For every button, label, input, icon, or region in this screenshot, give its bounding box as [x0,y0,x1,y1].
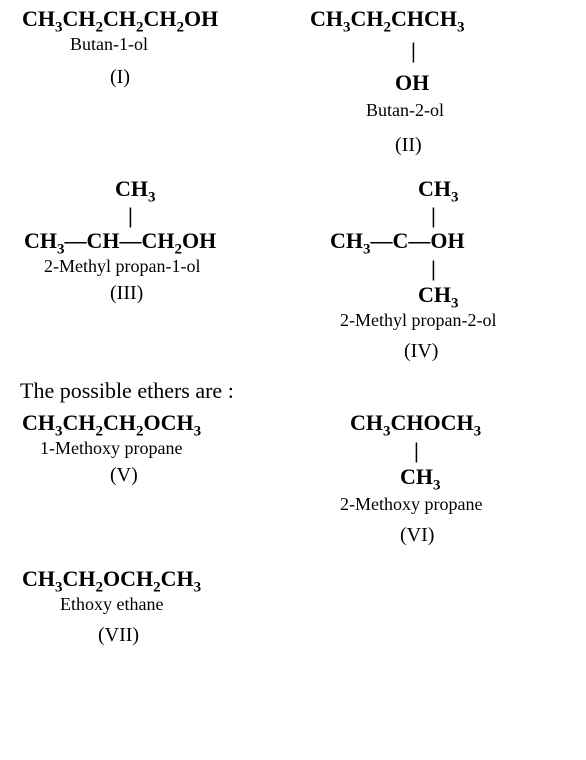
compound-4-top: CH3 [418,176,459,206]
compound-4-mid: CH3—C—OH [330,228,465,258]
compound-6-numeral: (VI) [400,524,434,547]
compound-5-numeral: (V) [110,464,138,487]
compound-7-formula: CH3CH2OCH2CH3 [22,566,201,596]
compound-2-bond: | [411,40,416,62]
compound-2-formula: CH3CH2CHCH3 [310,6,465,36]
compound-4-bond-bottom: | [431,258,436,280]
compound-5-name: 1-Methoxy propane [40,438,182,459]
compound-4-name: 2-Methyl propan-2-ol [340,310,496,331]
compound-1-formula: CH3CH2CH2CH2OH [22,6,218,36]
compound-3-bond: | [128,205,133,227]
compound-3-branch: CH3 [115,176,156,206]
compound-6-branch: CH3 [400,464,441,494]
compound-4-numeral: (IV) [404,340,438,363]
compound-6-bond: | [414,440,419,462]
compound-3-name: 2-Methyl propan-1-ol [44,256,200,277]
compound-7-numeral: (VII) [98,624,139,647]
compound-7-name: Ethoxy ethane [60,594,163,615]
compound-3-numeral: (III) [110,282,143,305]
compound-4-bottom: CH3 [418,282,459,312]
section-heading: The possible ethers are : [20,378,234,404]
compound-2-name: Butan-2-ol [366,100,444,121]
compound-5-formula: CH3CH2CH2OCH3 [22,410,201,440]
compound-6-name: 2-Methoxy propane [340,494,482,515]
compound-1-name: Butan-1-ol [70,34,148,55]
compound-1-numeral: (I) [110,66,130,89]
compound-2-oh: OH [395,70,429,96]
compound-6-formula: CH3CHOCH3 [350,410,481,440]
compound-4-bond-top: | [431,205,436,227]
compound-3-main: CH3—CH—CH2OH [24,228,216,258]
compound-2-numeral: (II) [395,134,422,157]
